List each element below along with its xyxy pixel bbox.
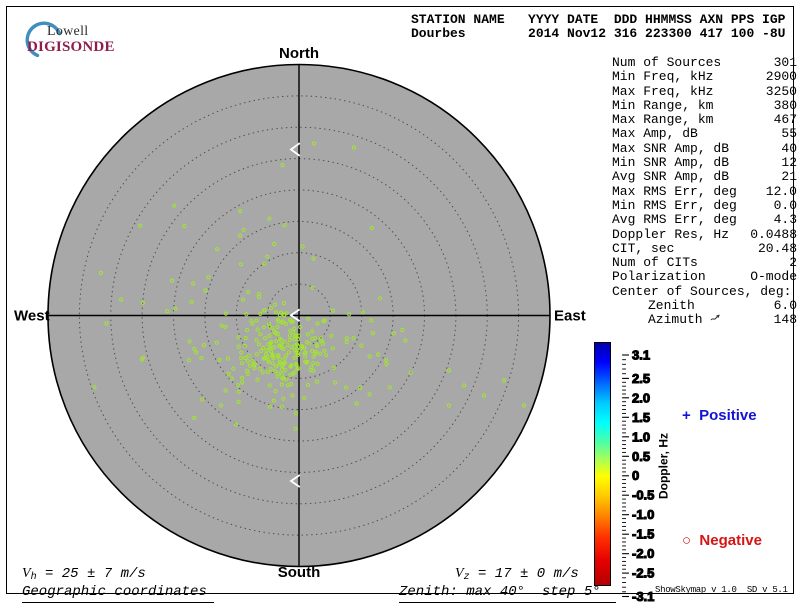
svg-text:-3.1: -3.1 xyxy=(632,589,654,604)
svg-text:South: South xyxy=(278,564,321,581)
svg-text:West: West xyxy=(14,308,50,325)
svg-text:East: East xyxy=(554,308,586,325)
svg-text:North: North xyxy=(279,45,319,62)
